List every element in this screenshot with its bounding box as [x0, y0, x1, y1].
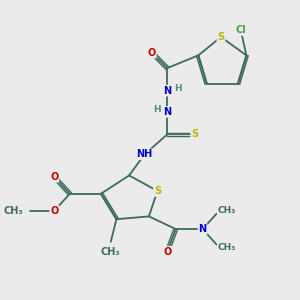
Text: N: N — [163, 107, 171, 117]
Text: S: S — [218, 32, 224, 42]
Text: H: H — [174, 84, 182, 93]
Text: CH₃: CH₃ — [218, 243, 236, 252]
Text: N: N — [199, 224, 207, 234]
Text: CH₃: CH₃ — [218, 206, 236, 215]
Text: O: O — [148, 47, 156, 58]
Text: O: O — [163, 247, 171, 257]
Text: S: S — [191, 130, 198, 140]
Text: H: H — [153, 105, 160, 114]
Text: NH: NH — [136, 149, 153, 159]
Text: S: S — [154, 186, 161, 196]
Text: CH₃: CH₃ — [4, 206, 23, 216]
Text: N: N — [163, 86, 171, 96]
Text: CH₃: CH₃ — [101, 248, 121, 257]
Text: O: O — [50, 206, 58, 216]
Text: Cl: Cl — [235, 25, 246, 35]
Text: O: O — [50, 172, 58, 182]
